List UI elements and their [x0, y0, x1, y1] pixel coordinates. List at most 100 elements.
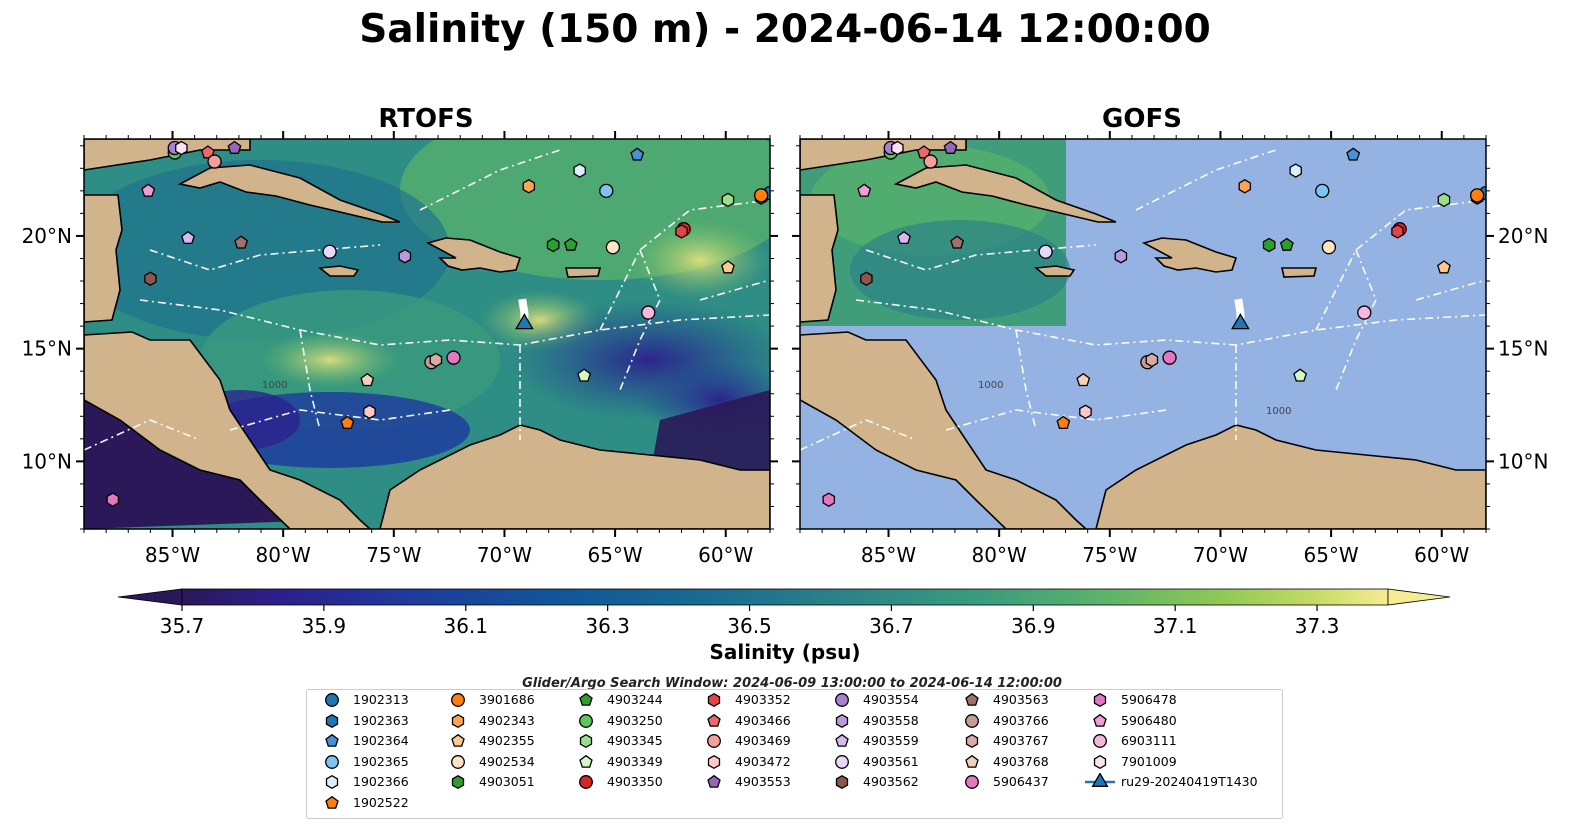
float-marker-4903553: [227, 140, 242, 154]
land-areas: [800, 139, 1486, 529]
legend-marker: [965, 733, 979, 749]
float-marker-5906478: [822, 492, 836, 507]
float-marker-1902522: [1056, 415, 1071, 429]
lon-tick-label: 80°W: [256, 543, 311, 567]
colorbar-tick-label: 36.9: [1011, 614, 1056, 638]
legend-marker-icon: [1093, 713, 1107, 727]
isobath-label: 1000: [978, 380, 1003, 391]
legend-marker: [325, 795, 339, 809]
legend-label: 4903767: [993, 733, 1049, 748]
legend-marker-icon: [451, 713, 465, 728]
float-marker-6903111: [1357, 305, 1372, 320]
map-frame: [83, 138, 771, 530]
legend-marker-icon: [451, 733, 465, 747]
land-cuba: [177, 164, 401, 223]
isobath-label: 1000: [262, 380, 287, 391]
colorbar-extend-low: [117, 588, 183, 606]
legend-marker-icon: [835, 693, 849, 707]
float-marker-5906437: [446, 350, 461, 365]
float-marker-4903244: [563, 237, 578, 251]
float-marker-4903051: [1262, 237, 1276, 253]
float-marker-4903768: [360, 372, 375, 387]
legend-label: 4902355: [479, 733, 535, 748]
legend-marker-icon: [325, 795, 339, 809]
legend-marker: [707, 774, 721, 788]
legend-marker-icon: [1093, 754, 1107, 769]
float-marker-3901686: [1469, 188, 1485, 203]
colorbar: 35.7 35.9 36.1 36.3 36.5 36.7 36.9 37.1 37.3 Sal…: [117, 588, 1451, 664]
land-puerto-rico: [565, 267, 602, 278]
legend-marker-icon: [325, 693, 339, 707]
float-marker-4903472: [1079, 404, 1092, 420]
legend-label: 4903472: [735, 753, 791, 769]
lon-tick-label: 75°W: [1082, 543, 1137, 567]
legend-label: ru29-20240419T1430: [1121, 774, 1258, 789]
legend-label: 4903562: [863, 774, 919, 789]
float-marker-4903466: [200, 145, 215, 159]
legend-marker-icon: [1093, 734, 1107, 748]
lat-tick-label: 15°N: [22, 337, 72, 361]
land-areas: [84, 139, 770, 529]
legend-label: 4902534: [479, 753, 535, 769]
land-south-america: [379, 424, 770, 529]
legend-label: 1902313: [353, 692, 409, 707]
float-marker-4902343: [522, 179, 536, 194]
float-marker-1902364: [630, 147, 645, 161]
legend-label: 3901686: [479, 692, 535, 707]
legend-label: 1902366: [353, 774, 409, 789]
glider-marker: [515, 313, 534, 330]
float-marker-4903553: [943, 140, 958, 154]
legend-marker: [579, 754, 593, 768]
legend-label: 5906478: [1121, 692, 1177, 707]
legend-marker: [579, 692, 593, 706]
legend-marker: [835, 754, 849, 769]
legend-marker-icon: [451, 754, 465, 769]
legend-marker-icon: [965, 733, 979, 749]
lon-tick-label: 60°W: [698, 543, 753, 567]
land-hispaniola: [425, 237, 522, 273]
legend: 1902313 1902363 1902364 1902365 1902366 19025…: [306, 689, 1283, 819]
legend-marker: [835, 774, 849, 790]
legend-label: 1902363: [353, 712, 409, 728]
glider-marker: [1231, 313, 1250, 330]
legend-marker-icon: [579, 775, 593, 789]
legend-marker-icon: [325, 713, 339, 728]
legend-marker: [579, 713, 593, 728]
float-marker-4903768: [1076, 372, 1091, 387]
legend-marker: [325, 754, 339, 769]
legend-marker-icon: [835, 733, 849, 747]
legend-label: 4903558: [863, 712, 919, 728]
panel-title-rtofs: RTOFS: [378, 104, 473, 134]
legend-label: 4903244: [607, 692, 663, 707]
float-marker-4902343: [1238, 179, 1252, 194]
legend-marker-icon: [965, 713, 979, 728]
legend-label: 5906480: [1121, 712, 1177, 728]
legend-marker-icon: [451, 774, 465, 790]
legend-marker-icon: [965, 692, 979, 706]
float-marker-4903561: [1038, 244, 1053, 259]
colorbar-tick-label: 37.1: [1153, 614, 1198, 638]
float-marker-4902355: [721, 260, 735, 274]
colorbar-tick-label: 35.9: [302, 614, 347, 638]
float-marker-4903352: [675, 224, 688, 239]
legend-marker-icon: [451, 693, 465, 707]
legend-marker: [707, 713, 721, 727]
legend-label: 4903553: [735, 774, 791, 789]
legend-marker: [451, 754, 465, 769]
legend-marker-icon: [1085, 773, 1115, 787]
float-marker-5906480: [141, 183, 156, 197]
colorbar-tick-label: 37.3: [1295, 614, 1340, 638]
lon-tick-label: 65°W: [587, 543, 642, 567]
legend-marker-icon: [325, 774, 339, 790]
float-marker-4903051: [546, 237, 560, 253]
land-jamaica: [317, 265, 360, 277]
float-marker-4903466: [916, 145, 931, 159]
float-marker-1902522: [340, 415, 355, 429]
legend-label: 4903561: [863, 753, 919, 769]
legend-marker-icon: [707, 713, 721, 727]
legend-marker: [451, 774, 465, 790]
legend-marker: [835, 733, 849, 747]
legend-marker: [1093, 692, 1107, 708]
legend-marker-icon: [579, 754, 593, 768]
map-frame: [799, 138, 1487, 530]
